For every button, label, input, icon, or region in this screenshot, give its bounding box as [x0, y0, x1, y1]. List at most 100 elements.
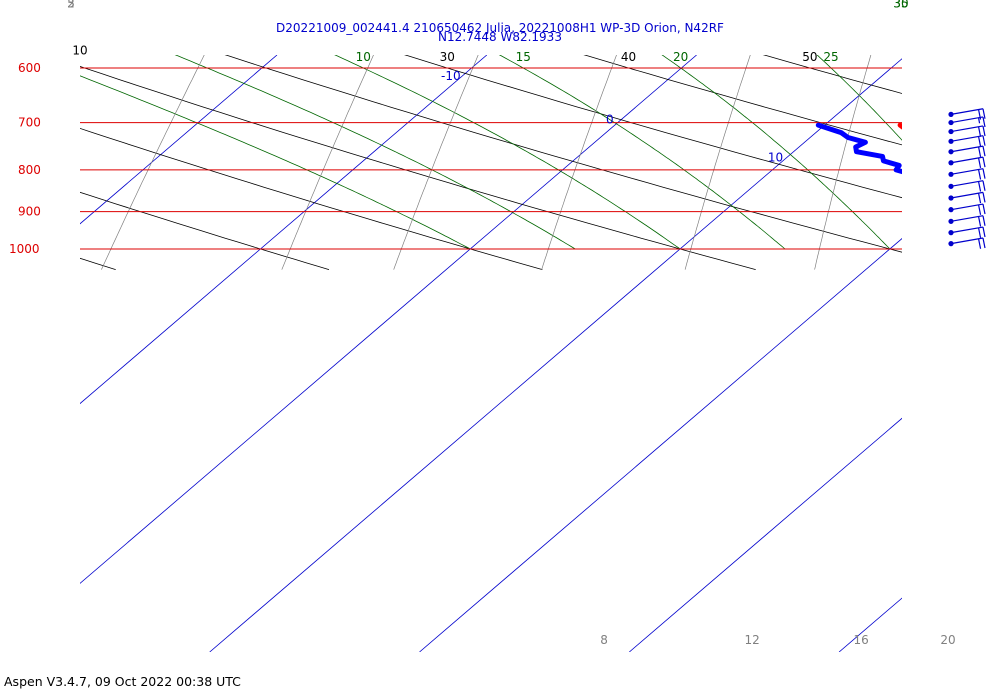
mixing-ratio-label: 20	[940, 633, 955, 647]
dry-adiabat-line	[224, 55, 902, 253]
isobar-label: 700	[18, 116, 41, 130]
moist-adiabat-label: 15	[516, 50, 531, 64]
wind-barb-flag	[977, 169, 982, 180]
wind-barb-flag	[982, 157, 986, 168]
background-grid	[0, 44, 1000, 652]
wind-barb-flag	[977, 109, 982, 120]
mixing-ratio-label: 5	[67, 0, 75, 10]
wind-barb-staff	[950, 116, 984, 124]
wind-barb-flag	[977, 238, 982, 249]
wind-barb-staff	[950, 135, 984, 142]
moist-adiabat-line	[661, 55, 891, 250]
isobar-label: 900	[18, 205, 41, 219]
wind-barb-flag	[977, 181, 982, 192]
mixing-ratio-label: 8	[600, 633, 608, 647]
wind-barb-flag	[982, 180, 986, 191]
moist-adiabat-label: 10	[356, 50, 371, 64]
wind-barb-staff	[950, 215, 984, 222]
wind-barb-staff	[950, 226, 984, 234]
wind-barb-flag	[982, 203, 986, 215]
dry-adiabat-line	[80, 257, 116, 270]
wind-barb-flag	[977, 204, 982, 215]
wind-barb-flag	[982, 215, 986, 226]
wind-barb-flag	[977, 216, 982, 227]
mixing-ratio-line	[281, 55, 374, 270]
isotherm-line	[629, 417, 902, 652]
moist-adiabat-line	[174, 55, 576, 250]
wind-barb-staff	[950, 168, 984, 175]
moist-adiabat-line	[816, 55, 902, 141]
sounding-profiles	[815, 122, 902, 175]
wind-barb	[948, 116, 986, 128]
wind-barb	[948, 156, 986, 169]
dry-adiabat-line	[762, 55, 902, 94]
chart-subtitle: N12.7448 W82.1933	[438, 30, 562, 44]
wind-barb-flag	[977, 157, 982, 169]
wind-barb-staff	[950, 145, 984, 153]
wind-barb	[948, 125, 986, 137]
isotherm-label: 10	[768, 150, 783, 164]
wind-barb-staff	[950, 237, 984, 245]
mixing-ratio-line	[541, 55, 617, 270]
moist-adiabat-label: 25	[823, 50, 838, 64]
mixing-ratio-line	[684, 55, 751, 270]
wind-barb-flag	[982, 168, 986, 179]
wind-barb-staff	[950, 180, 984, 187]
dry-adiabat-line	[80, 127, 543, 270]
wind-barb	[948, 191, 986, 204]
software-footer: Aspen V3.4.7, 09 Oct 2022 00:38 UTC	[4, 674, 241, 689]
isotherm-label: -10	[441, 69, 461, 83]
wind-barb	[948, 108, 986, 120]
mixing-ratio-line	[910, 44, 963, 270]
mixing-ratio-label: 12	[744, 633, 759, 647]
wind-barb-flag	[982, 116, 986, 128]
wind-barb-staff	[950, 156, 984, 164]
wind-barb	[948, 237, 986, 249]
dry-adiabat-label: 50	[802, 50, 817, 64]
dry-adiabat-line	[404, 55, 902, 199]
isotherm-line	[0, 55, 67, 652]
wind-barb-flag	[977, 227, 982, 238]
isobars	[80, 67, 902, 250]
wind-barb-flag	[977, 136, 982, 147]
moist-adiabat-label: 30	[893, 0, 908, 10]
wind-barb	[948, 226, 986, 238]
wind-barb-flag	[977, 146, 982, 157]
moist-adiabat-line	[80, 75, 471, 250]
mixing-ratio-line	[101, 55, 205, 270]
wind-barb	[948, 215, 986, 227]
dry-adiabat-label: 40	[621, 50, 636, 64]
isobar-label: 800	[18, 163, 41, 177]
wind-barb	[948, 180, 986, 192]
wind-barb	[948, 203, 986, 215]
isotherm-line	[80, 55, 488, 405]
dewpoint-profile	[815, 122, 902, 175]
isobar-label: 600	[18, 61, 41, 75]
wind-barbs	[948, 108, 986, 249]
grid-labels: 600 700 800 900 1000 -10 0 10 30 10 20 30 40 50 10 15 20…	[9, 0, 956, 647]
isotherm-line	[80, 55, 697, 584]
wind-barb-half-flag	[977, 117, 981, 124]
moist-adiabat-label: 35	[893, 0, 908, 10]
wind-barb	[948, 135, 986, 147]
mixing-ratio-line	[985, 44, 1000, 270]
wind-barb-flag	[977, 126, 982, 137]
mixing-ratio-label: 2	[67, 0, 75, 10]
isotherm-label: 0	[606, 113, 614, 127]
dry-adiabat-label: 30	[440, 50, 455, 64]
isotherm-line	[419, 238, 902, 652]
wind-barb-flag	[982, 108, 986, 119]
wind-barb-flag	[982, 237, 986, 249]
moist-adiabat-line	[334, 55, 681, 250]
mixing-ratio-line	[393, 55, 479, 270]
wind-barb-flag	[982, 125, 986, 137]
moist-adiabat-line	[953, 44, 1000, 250]
isotherm-line	[209, 58, 902, 652]
wind-barb	[948, 145, 986, 157]
wind-barb	[948, 168, 986, 180]
moist-adiabat-line	[498, 55, 786, 250]
chart-title: D20221009_002441.4 210650462 Julia, 2022…	[276, 21, 724, 35]
wind-barb-flag	[977, 193, 982, 204]
wind-barb-flag	[982, 192, 986, 203]
